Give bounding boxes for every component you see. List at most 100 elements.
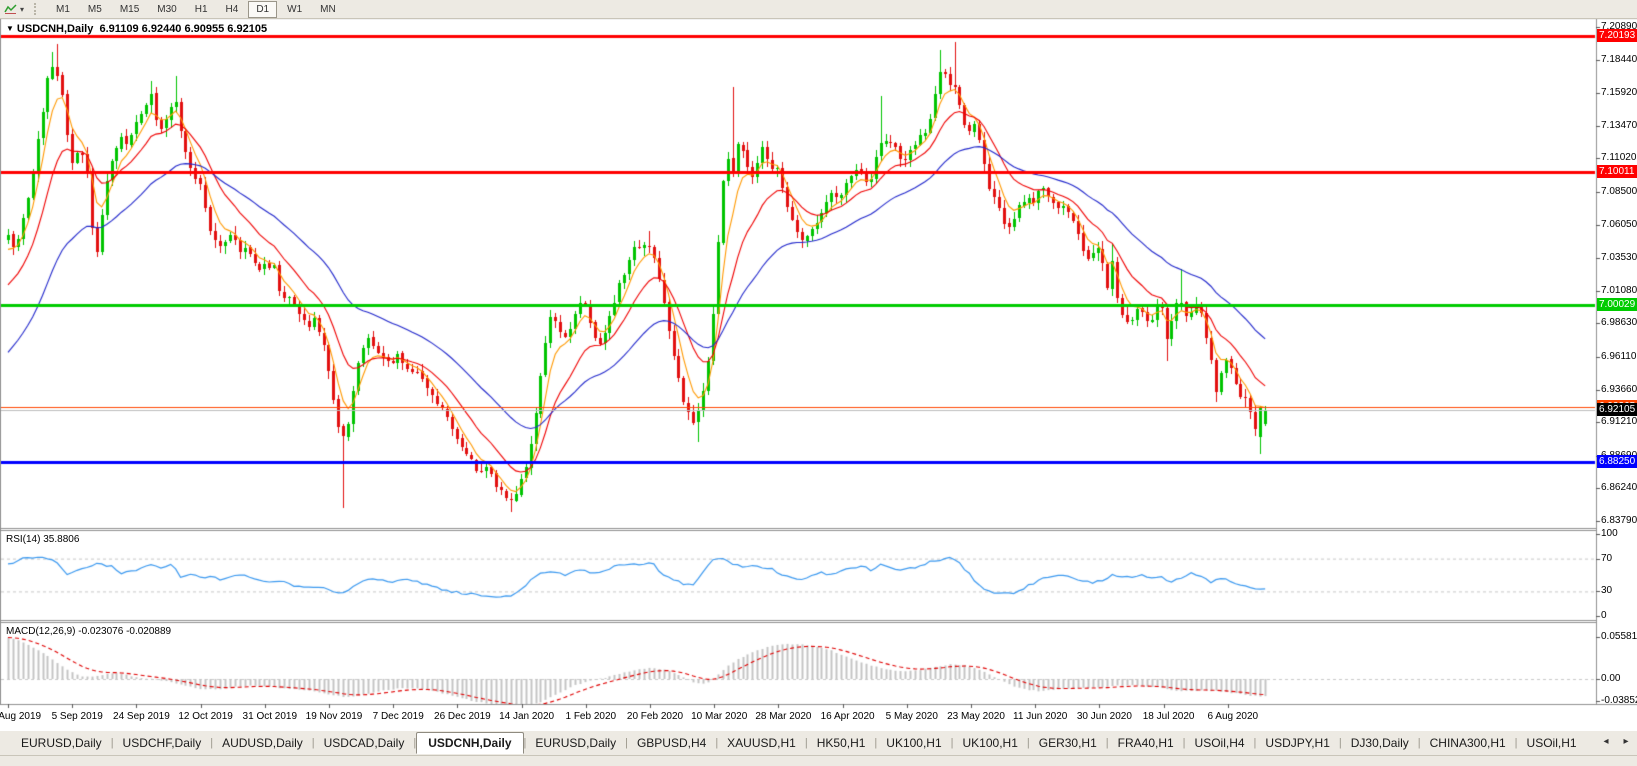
tab-scroll-left-button[interactable]: ◂ <box>1603 736 1609 747</box>
rsi-tick-label: 30 <box>1601 585 1613 597</box>
price-tick-label: 7.13470 <box>1601 119 1637 131</box>
tab-separator: | <box>1253 737 1257 749</box>
price-tick-label: 6.98630 <box>1601 317 1637 329</box>
tab-separator: | <box>1105 737 1109 749</box>
timeframe-button-h4[interactable]: H4 <box>225 3 239 15</box>
date-tick-label: 28 Mar 2020 <box>755 711 812 722</box>
tab-eurusd-daily[interactable]: EURUSD,Daily <box>21 736 102 750</box>
date-tick-label: 6 Aug 2020 <box>1207 711 1259 722</box>
tab-usoil-h1[interactable]: USOil,H1 <box>1526 736 1577 750</box>
timeframe-button-m30[interactable]: M30 <box>157 3 177 15</box>
macd-tick-label: 0.05581 <box>1601 630 1637 642</box>
tab-eurusd-daily[interactable]: EURUSD,Daily <box>535 736 617 750</box>
tab-separator: | <box>625 737 628 749</box>
tab-separator: | <box>1514 737 1518 749</box>
timeframe-button-h1[interactable]: H1 <box>194 3 208 15</box>
tab-separator: | <box>1417 737 1421 749</box>
date-tick-label: 20 Feb 2020 <box>626 711 684 722</box>
date-tick-label: 31 Oct 2019 <box>242 711 298 722</box>
price-tick-label: 7.20890 <box>1601 21 1637 32</box>
date-tick-label: 19 Nov 2019 <box>305 711 363 722</box>
tab-usdjpy-h1[interactable]: USDJPY,H1 <box>1265 736 1330 750</box>
tab-gbpusd-h4[interactable]: GBPUSD,H4 <box>636 736 707 750</box>
price-tick-label: 7.06050 <box>1601 218 1637 230</box>
macd-tick-label: -0.03852 <box>1601 695 1637 706</box>
tab-dj30-daily[interactable]: DJ30,Daily <box>1350 736 1409 750</box>
price-tick-label: 7.08500 <box>1601 185 1637 197</box>
chart-ohlc-readout: 6.91109 6.92440 6.90955 6.92105 <box>99 23 268 35</box>
date-tick-label: 30 Jun 2020 <box>1076 711 1132 722</box>
tab-fra40-h1[interactable]: FRA40,H1 <box>1117 736 1174 750</box>
price-tick-label: 7.18440 <box>1601 53 1637 65</box>
price-line-label: 6.88250 <box>1597 454 1637 468</box>
tab-separator: | <box>110 737 114 749</box>
timeframe-button-m15[interactable]: M15 <box>119 3 140 15</box>
date-tick-label: 5 May 2020 <box>885 711 938 722</box>
timeframe-button-w1[interactable]: W1 <box>287 3 303 15</box>
date-tick-label: 5 Sep 2019 <box>51 711 103 722</box>
collapse-triangle-icon[interactable]: ▼ <box>6 24 14 33</box>
tab-china300-h1[interactable]: CHINA300,H1 <box>1429 736 1506 750</box>
tab-separator: | <box>804 737 808 749</box>
chevron-down-icon: ▾ <box>20 4 25 14</box>
tab-separator: | <box>874 737 878 749</box>
price-line-label: 7.00029 <box>1597 297 1637 311</box>
date-tick-label: 14 Jan 2020 <box>499 711 555 722</box>
symbol-tab-bar: EURUSD,Daily | USDCHF,Daily | AUDUSD,Daily | U… <box>0 730 1637 766</box>
price-line-label: 7.10011 <box>1597 164 1637 178</box>
price-tick-label: 6.96110 <box>1601 350 1637 362</box>
date-tick-label: 10 Mar 2020 <box>691 711 748 722</box>
price-tick-label: 7.01080 <box>1601 284 1637 296</box>
price-line-label: 7.20193 <box>1597 29 1637 43</box>
tab-separator: | <box>950 737 954 749</box>
tab-separator: | <box>1182 737 1186 749</box>
tab-uk100-h1[interactable]: UK100,H1 <box>886 736 942 750</box>
line-studies-icon[interactable]: ▾ <box>2 2 26 17</box>
date-tick-label: 26 Dec 2019 <box>434 711 491 722</box>
date-tick-label: 17 Aug 2019 <box>0 711 42 722</box>
date-tick-label: 7 Dec 2019 <box>372 711 424 722</box>
chart-symbol-label: USDCNH,Daily <box>16 23 94 35</box>
tab-ger30-h1[interactable]: GER30,H1 <box>1038 736 1097 750</box>
timeframe-button-m1[interactable]: M1 <box>56 3 70 15</box>
price-tick-label: 7.15920 <box>1601 87 1637 99</box>
price-chart-canvas[interactable] <box>0 18 1637 730</box>
tab-usdcad-daily[interactable]: USDCAD,Daily <box>323 736 405 750</box>
tab-usdchf-daily[interactable]: USDCHF,Daily <box>122 736 202 750</box>
zigzag-icon <box>4 4 17 14</box>
top-toolbar: ▾ M1 M5 M15 M30 H1 H4 D1 W1 MN <box>0 0 1637 19</box>
tab-separator: | <box>311 737 315 749</box>
date-tick-label: 16 Apr 2020 <box>820 711 875 722</box>
tab-hk50-h1[interactable]: HK50,H1 <box>816 736 866 750</box>
price-tick-label: 7.03530 <box>1601 252 1637 264</box>
chart-window: ▼ USDCNH,Daily 6.91109 6.92440 6.90955 6.… <box>0 18 1637 730</box>
chart-title: ▼ USDCNH,Daily 6.91109 6.92440 6.90955 6.… <box>6 23 267 35</box>
tab-audusd-daily[interactable]: AUDUSD,Daily <box>222 736 303 750</box>
timeframe-button-mn[interactable]: MN <box>320 3 336 15</box>
rsi-tick-label: 0 <box>1601 610 1607 621</box>
tab-usoil-h4[interactable]: USOil,H4 <box>1194 736 1245 750</box>
tab-separator: | <box>413 737 417 749</box>
date-tick-label: 1 Feb 2020 <box>565 711 617 722</box>
date-tick-label: 23 May 2020 <box>947 711 1005 722</box>
timeframe-button-d1[interactable]: D1 <box>248 0 278 18</box>
price-tick-label: 6.86240 <box>1601 482 1637 494</box>
tab-separator: | <box>715 737 719 749</box>
macd-tick-label: 0.00 <box>1601 673 1621 684</box>
date-tick-label: 24 Sep 2019 <box>113 711 170 722</box>
tab-uk100-h1[interactable]: UK100,H1 <box>962 736 1018 750</box>
date-tick-label: 11 Jun 2020 <box>1013 711 1068 722</box>
price-tick-label: 7.11020 <box>1601 152 1637 164</box>
timeframe-button-m5[interactable]: M5 <box>87 3 102 15</box>
macd-indicator-label: MACD(12,26,9) -0.023076 -0.020889 <box>6 626 172 637</box>
tab-usdcnh-daily[interactable]: USDCNH,Daily <box>416 732 524 754</box>
price-tick-label: 6.93660 <box>1601 383 1637 395</box>
tab-xauusd-h1[interactable]: XAUUSD,H1 <box>727 736 796 750</box>
price-tick-label: 6.83790 <box>1601 515 1637 526</box>
tabbar-divider <box>0 755 1637 756</box>
rsi-indicator-label: RSI(14) 35.8806 <box>6 534 80 545</box>
tab-separator: | <box>210 737 214 749</box>
date-tick-label: 18 Jul 2020 <box>1142 711 1195 722</box>
date-tick-label: 12 Oct 2019 <box>178 711 233 722</box>
tab-scroll-right-button[interactable]: ▸ <box>1623 736 1629 747</box>
